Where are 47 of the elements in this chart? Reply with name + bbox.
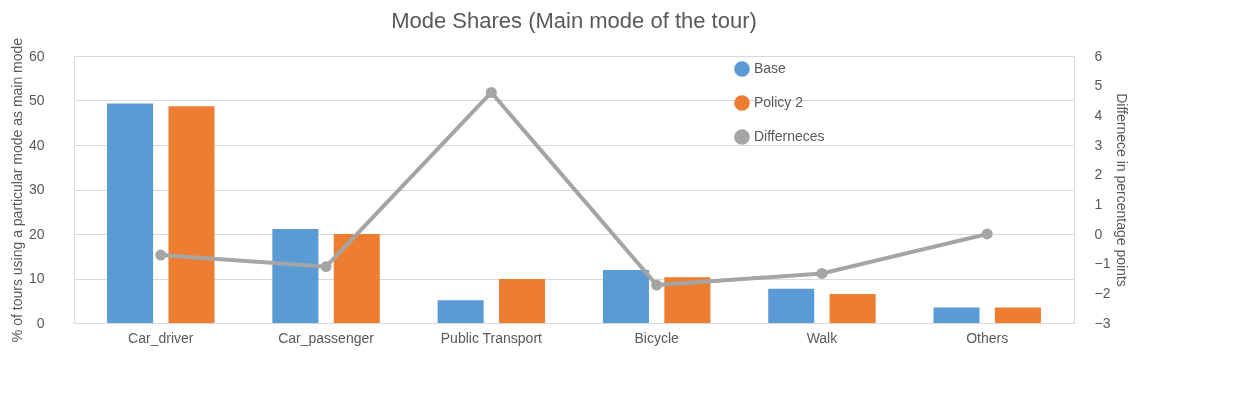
bar	[994, 307, 1041, 323]
x-tick-label: Car_passenger	[278, 329, 375, 346]
y2-tick-label: −1	[1094, 255, 1111, 272]
bar	[933, 307, 980, 323]
chart-title: Mode Shares (Main mode of the tour)	[391, 8, 757, 34]
point	[155, 249, 167, 261]
x-tick-label: Others	[966, 329, 1009, 346]
y-tick-label: 60	[28, 47, 45, 64]
y2-tick-label: 5	[1094, 77, 1103, 94]
y2-tick-label: −3	[1094, 314, 1111, 331]
bar	[602, 270, 649, 323]
point	[320, 261, 332, 273]
legend-label: Base	[754, 60, 787, 76]
bar	[829, 294, 876, 323]
y-tick-label: 30	[28, 181, 45, 197]
x-tick-label: Bicycle	[634, 329, 680, 346]
bar	[107, 103, 154, 323]
y2-tick-label: 2	[1094, 166, 1103, 183]
y-tick-label: 50	[28, 92, 45, 108]
y2-tick-label: 4	[1094, 106, 1103, 123]
bar	[272, 229, 319, 323]
y2-tick-label: 0	[1094, 225, 1103, 242]
point	[651, 279, 663, 291]
y2-axis-title: Differnece in percentage points	[1114, 93, 1131, 287]
y-tick-label: 0	[36, 314, 45, 331]
x-tick-label: Car_driver	[128, 329, 194, 346]
x-tick-label: Public Transport	[440, 329, 543, 346]
y-axis-title: % of tours using a particular mode as main mode	[8, 37, 25, 343]
bar	[168, 106, 215, 323]
legend-label: Differneces	[754, 128, 825, 144]
point	[816, 267, 828, 279]
y-tick-label: 40	[28, 136, 45, 153]
bar	[664, 277, 711, 323]
y2-tick-label: 3	[1094, 136, 1103, 153]
bar	[437, 300, 484, 323]
legend-label: Policy 2	[754, 94, 804, 110]
y2-tick-label: 6	[1094, 47, 1103, 64]
bar	[333, 234, 380, 323]
y-tick-label: 20	[28, 225, 45, 242]
bar	[768, 288, 815, 323]
y-tick-label: 10	[28, 270, 45, 286]
point	[981, 228, 993, 240]
x-tick-label: Walk	[806, 329, 839, 346]
y2-tick-label: 1	[1094, 195, 1103, 212]
bar	[499, 278, 546, 323]
y2-tick-label: −2	[1094, 284, 1111, 301]
point	[485, 87, 497, 98]
